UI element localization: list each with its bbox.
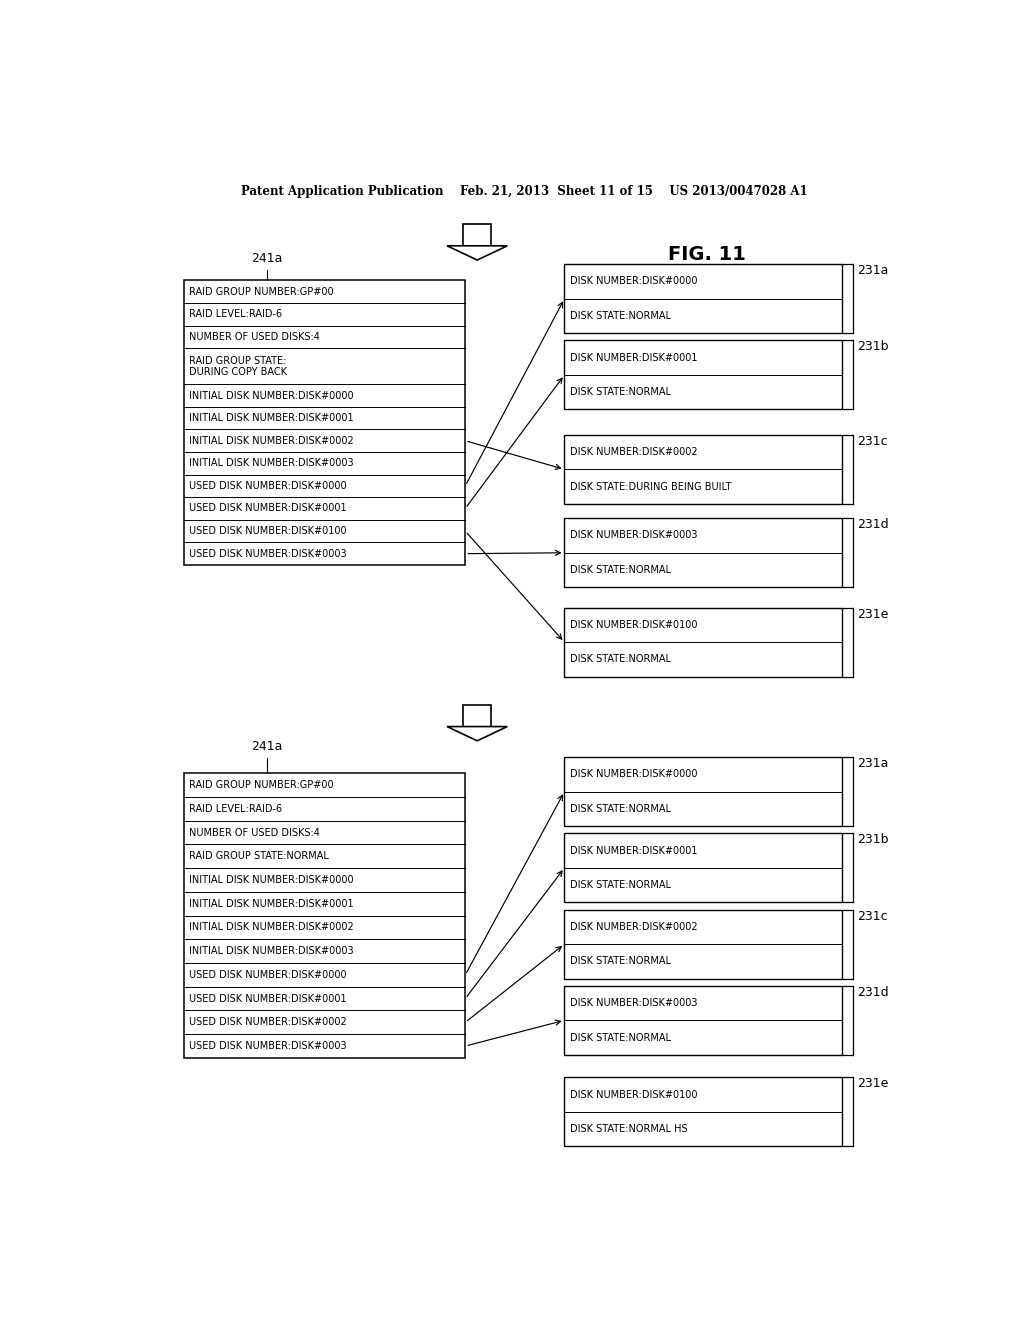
Text: DISK NUMBER:DISK#0002: DISK NUMBER:DISK#0002 bbox=[570, 921, 697, 932]
Text: DISK STATE:NORMAL: DISK STATE:NORMAL bbox=[570, 804, 671, 814]
Text: Patent Application Publication    Feb. 21, 2013  Sheet 11 of 15    US 2013/00470: Patent Application Publication Feb. 21, … bbox=[242, 185, 808, 198]
Text: INITIAL DISK NUMBER:DISK#0002: INITIAL DISK NUMBER:DISK#0002 bbox=[189, 436, 354, 446]
Bar bbox=[564, 607, 842, 677]
Bar bbox=[183, 280, 465, 565]
Text: 241a: 241a bbox=[251, 741, 283, 752]
Text: DISK NUMBER:DISK#0100: DISK NUMBER:DISK#0100 bbox=[570, 1089, 697, 1100]
Text: USED DISK NUMBER:DISK#0001: USED DISK NUMBER:DISK#0001 bbox=[189, 503, 347, 513]
Text: RAID LEVEL:RAID-6: RAID LEVEL:RAID-6 bbox=[189, 309, 283, 319]
Text: 231d: 231d bbox=[857, 519, 889, 531]
Text: NUMBER OF USED DISKS:4: NUMBER OF USED DISKS:4 bbox=[189, 331, 319, 342]
Text: USED DISK NUMBER:DISK#0000: USED DISK NUMBER:DISK#0000 bbox=[189, 480, 347, 491]
Text: USED DISK NUMBER:DISK#0100: USED DISK NUMBER:DISK#0100 bbox=[189, 527, 347, 536]
Text: FIG. 11: FIG. 11 bbox=[669, 246, 746, 264]
Text: 231c: 231c bbox=[857, 909, 888, 923]
Text: DISK STATE:NORMAL: DISK STATE:NORMAL bbox=[570, 387, 671, 397]
Text: RAID GROUP NUMBER:GP#00: RAID GROUP NUMBER:GP#00 bbox=[189, 780, 334, 791]
Text: DISK STATE:NORMAL: DISK STATE:NORMAL bbox=[570, 312, 671, 321]
Text: INITIAL DISK NUMBER:DISK#0001: INITIAL DISK NUMBER:DISK#0001 bbox=[189, 899, 353, 908]
Text: DISK STATE:NORMAL: DISK STATE:NORMAL bbox=[570, 957, 671, 966]
Text: 231a: 231a bbox=[857, 264, 889, 277]
Bar bbox=[564, 909, 842, 978]
Text: USED DISK NUMBER:DISK#0000: USED DISK NUMBER:DISK#0000 bbox=[189, 970, 347, 979]
Text: 231b: 231b bbox=[857, 341, 889, 354]
Text: DISK NUMBER:DISK#0003: DISK NUMBER:DISK#0003 bbox=[570, 998, 697, 1008]
Bar bbox=[564, 758, 842, 826]
Text: USED DISK NUMBER:DISK#0002: USED DISK NUMBER:DISK#0002 bbox=[189, 1018, 347, 1027]
Text: 231a: 231a bbox=[857, 758, 889, 770]
Text: RAID GROUP STATE:
DURING COPY BACK: RAID GROUP STATE: DURING COPY BACK bbox=[189, 356, 287, 376]
Text: INITIAL DISK NUMBER:DISK#0000: INITIAL DISK NUMBER:DISK#0000 bbox=[189, 391, 353, 400]
Text: INITIAL DISK NUMBER:DISK#0000: INITIAL DISK NUMBER:DISK#0000 bbox=[189, 875, 353, 884]
Bar bbox=[564, 434, 842, 504]
Polygon shape bbox=[447, 246, 507, 260]
Text: DISK STATE:NORMAL: DISK STATE:NORMAL bbox=[570, 565, 671, 576]
Text: DISK STATE:NORMAL: DISK STATE:NORMAL bbox=[570, 1032, 671, 1043]
Text: 241a: 241a bbox=[251, 252, 283, 265]
Bar bbox=[564, 519, 842, 587]
Text: DISK NUMBER:DISK#0002: DISK NUMBER:DISK#0002 bbox=[570, 447, 697, 457]
Text: DISK STATE:NORMAL: DISK STATE:NORMAL bbox=[570, 880, 671, 890]
Text: 231d: 231d bbox=[857, 986, 889, 999]
Bar bbox=[463, 705, 492, 726]
Bar bbox=[564, 341, 842, 409]
Text: INITIAL DISK NUMBER:DISK#0002: INITIAL DISK NUMBER:DISK#0002 bbox=[189, 923, 354, 932]
Bar bbox=[564, 986, 842, 1055]
Text: RAID GROUP NUMBER:GP#00: RAID GROUP NUMBER:GP#00 bbox=[189, 286, 334, 297]
Text: DISK NUMBER:DISK#0003: DISK NUMBER:DISK#0003 bbox=[570, 531, 697, 540]
Polygon shape bbox=[447, 726, 507, 741]
Bar bbox=[463, 224, 492, 246]
Text: RAID LEVEL:RAID-6: RAID LEVEL:RAID-6 bbox=[189, 804, 283, 814]
Bar bbox=[564, 1077, 842, 1146]
Text: 231e: 231e bbox=[857, 607, 889, 620]
Text: DISK STATE:NORMAL: DISK STATE:NORMAL bbox=[570, 655, 671, 664]
Text: DISK NUMBER:DISK#0100: DISK NUMBER:DISK#0100 bbox=[570, 620, 697, 630]
Text: DISK STATE:NORMAL HS: DISK STATE:NORMAL HS bbox=[570, 1125, 688, 1134]
Text: 231b: 231b bbox=[857, 833, 889, 846]
Text: NUMBER OF USED DISKS:4: NUMBER OF USED DISKS:4 bbox=[189, 828, 319, 838]
Bar bbox=[183, 774, 465, 1057]
Text: USED DISK NUMBER:DISK#0001: USED DISK NUMBER:DISK#0001 bbox=[189, 994, 347, 1003]
Text: DISK NUMBER:DISK#0001: DISK NUMBER:DISK#0001 bbox=[570, 846, 697, 855]
Text: DISK STATE:DURING BEING BUILT: DISK STATE:DURING BEING BUILT bbox=[570, 482, 731, 491]
Text: INITIAL DISK NUMBER:DISK#0003: INITIAL DISK NUMBER:DISK#0003 bbox=[189, 458, 353, 469]
Text: USED DISK NUMBER:DISK#0003: USED DISK NUMBER:DISK#0003 bbox=[189, 1041, 347, 1051]
Text: INITIAL DISK NUMBER:DISK#0003: INITIAL DISK NUMBER:DISK#0003 bbox=[189, 946, 353, 956]
Text: USED DISK NUMBER:DISK#0003: USED DISK NUMBER:DISK#0003 bbox=[189, 549, 347, 558]
Bar bbox=[564, 833, 842, 903]
Text: DISK NUMBER:DISK#0000: DISK NUMBER:DISK#0000 bbox=[570, 276, 697, 286]
Text: 231e: 231e bbox=[857, 1077, 889, 1090]
Text: DISK NUMBER:DISK#0001: DISK NUMBER:DISK#0001 bbox=[570, 352, 697, 363]
Text: 231c: 231c bbox=[857, 434, 888, 447]
Text: INITIAL DISK NUMBER:DISK#0001: INITIAL DISK NUMBER:DISK#0001 bbox=[189, 413, 353, 424]
Text: DISK NUMBER:DISK#0000: DISK NUMBER:DISK#0000 bbox=[570, 770, 697, 779]
Bar bbox=[564, 264, 842, 333]
Text: RAID GROUP STATE:NORMAL: RAID GROUP STATE:NORMAL bbox=[189, 851, 329, 862]
